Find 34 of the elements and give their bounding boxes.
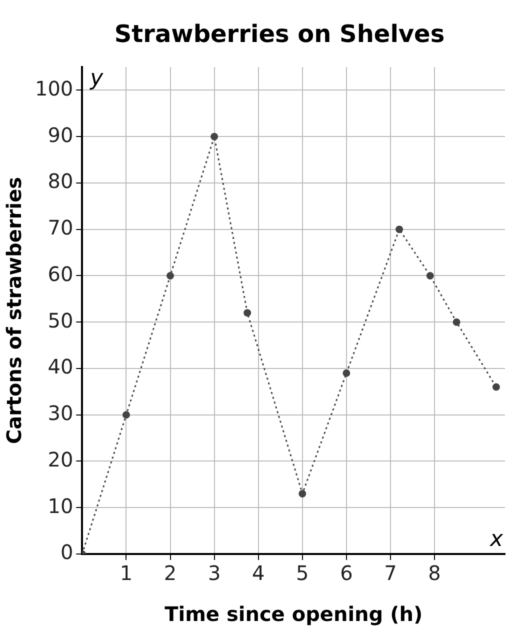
y-tick-label: 50 <box>48 308 74 332</box>
x-tick-label: 8 <box>428 561 441 586</box>
point <box>210 132 218 140</box>
point <box>244 309 252 317</box>
y-tick-label: 100 <box>34 76 74 100</box>
x-tick-label: 6 <box>340 561 353 586</box>
point <box>396 226 404 234</box>
y-tick-label: 40 <box>48 354 74 379</box>
x-tick-label: 7 <box>384 561 397 586</box>
y-tick-label: 70 <box>48 216 74 240</box>
y-tick-label: 60 <box>48 262 74 286</box>
annotation: y <box>89 66 104 91</box>
point <box>122 411 130 419</box>
x-tick-label: 5 <box>296 561 309 586</box>
y-tick-label: 30 <box>48 401 74 426</box>
point <box>166 272 174 280</box>
point <box>452 318 460 326</box>
point <box>426 272 434 280</box>
chart-title: Strawberries on Shelves <box>113 20 446 48</box>
x-tick-label: 4 <box>252 561 265 586</box>
x-tick-label: 3 <box>208 561 221 586</box>
point <box>342 369 350 377</box>
annotation: x <box>488 527 504 552</box>
x-axis-title: Time since opening (h) <box>164 602 423 626</box>
y-axis-title: Cartons of strawberries <box>2 176 26 444</box>
y-tick-label: 0 <box>60 540 74 564</box>
y-tick-label: 80 <box>48 169 74 194</box>
x-tick-label: 1 <box>120 561 133 586</box>
point <box>492 383 500 391</box>
y-tick-label: 90 <box>48 122 74 147</box>
y-tick-label: 20 <box>48 447 74 472</box>
y-tick-label: 10 <box>48 494 74 518</box>
x-tick-label: 2 <box>164 561 177 586</box>
point <box>298 490 306 498</box>
